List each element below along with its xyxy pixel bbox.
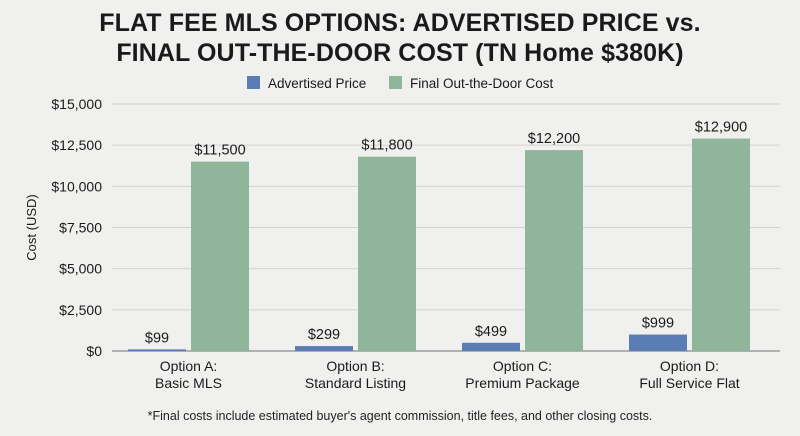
y-tick-label: $7,500: [59, 220, 102, 236]
y-tick-label: $12,500: [51, 137, 102, 153]
legend-swatch-1: [247, 76, 260, 89]
chart-title-line-2: FINAL OUT-THE-DOOR COST (TN Home $380K): [116, 39, 684, 67]
final-label-2: $11,800: [361, 138, 412, 154]
x-tick-label-line2: Basic MLS: [155, 375, 222, 391]
legend-label-1: Advertised Price: [268, 76, 366, 91]
x-tick-label-line1: Option A:: [160, 358, 218, 374]
advertised-label-1: $99: [145, 330, 169, 346]
final-bar-3: [525, 150, 583, 351]
x-tick-label-line1: Option B:: [326, 358, 384, 374]
final-bar-4: [692, 138, 750, 351]
advertised-label-2: $299: [308, 327, 340, 343]
final-label-3: $12,200: [528, 131, 580, 147]
advertised-bar-1: [128, 349, 186, 351]
final-bar-2: [358, 156, 416, 351]
y-tick-label: $15,000: [51, 96, 102, 112]
advertised-bar-2: [295, 346, 353, 351]
advertised-bar-3: [462, 342, 520, 351]
chart-title: FLAT FEE MLS OPTIONS: ADVERTISED PRICE v…: [0, 8, 800, 68]
x-tick-label-line2: Standard Listing: [305, 375, 406, 391]
x-tick-label-line2: Premium Package: [465, 375, 580, 391]
y-tick-label: $0: [86, 343, 102, 359]
y-tick-label: $10,000: [51, 178, 102, 194]
y-tick-label: $2,500: [59, 302, 102, 318]
advertised-label-4: $999: [642, 316, 674, 332]
advertised-bar-4: [629, 334, 687, 351]
final-label-4: $12,900: [695, 120, 747, 136]
chart-title-line-1: FLAT FEE MLS OPTIONS: ADVERTISED PRICE v…: [99, 9, 701, 37]
x-tick-label-line1: Option C:: [493, 358, 552, 374]
x-tick-label-line1: Option D:: [660, 358, 719, 374]
legend-swatch-2: [389, 76, 402, 89]
y-tick-label: $5,000: [59, 261, 102, 277]
legend-label-2: Final Out-the-Door Cost: [410, 76, 554, 91]
footnote: *Final costs include estimated buyer's a…: [147, 409, 653, 423]
final-bar-1: [191, 161, 249, 351]
advertised-label-3: $499: [475, 324, 507, 340]
final-label-1: $11,500: [194, 143, 245, 159]
x-tick-label-line2: Full Service Flat: [639, 375, 739, 391]
y-axis-label: Cost (USD): [24, 194, 39, 260]
